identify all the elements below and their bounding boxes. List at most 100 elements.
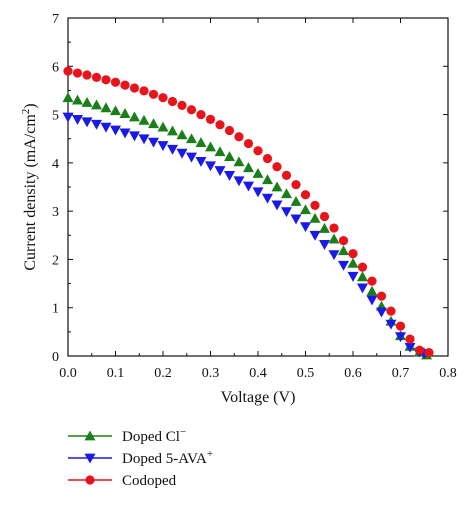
data-point (338, 260, 349, 271)
data-point (300, 190, 311, 200)
legend-label: Codoped (122, 473, 177, 489)
x-tick-label: 0.0 (59, 366, 77, 381)
data-point (195, 157, 207, 167)
data-point (262, 153, 273, 164)
data-point (262, 193, 273, 204)
data-point (119, 108, 131, 119)
data-point (243, 162, 254, 173)
x-tick-label: 0.2 (154, 366, 172, 381)
data-point (186, 152, 197, 163)
data-point (347, 257, 359, 268)
data-point (309, 212, 321, 223)
data-point (291, 179, 301, 190)
data-point (224, 125, 235, 136)
data-point (281, 207, 292, 218)
y-tick-label: 6 (52, 60, 59, 75)
data-point (319, 211, 330, 222)
y-tick-label: 4 (52, 157, 59, 172)
data-point (176, 148, 188, 159)
data-point (215, 120, 225, 130)
data-point (262, 174, 273, 185)
data-point (366, 285, 378, 296)
y-tick-label: 3 (52, 205, 59, 220)
x-tick-label: 0.5 (297, 366, 315, 381)
data-point (376, 291, 387, 301)
data-point (310, 200, 320, 210)
legend-item: Doped 5-AVA+ (68, 448, 213, 467)
data-point (347, 271, 359, 282)
data-point (243, 138, 254, 149)
series-0 (62, 92, 433, 360)
data-point (338, 235, 349, 246)
data-point (253, 146, 263, 156)
legend-label: Doped Cl− (122, 426, 186, 445)
data-point (167, 96, 178, 107)
data-point (319, 240, 330, 250)
data-point (91, 99, 102, 110)
data-point (376, 307, 387, 318)
data-point (272, 162, 282, 172)
plot-frame (67, 17, 449, 357)
data-point (300, 222, 311, 233)
data-point (290, 195, 302, 206)
data-point (139, 86, 149, 96)
y-tick-label: 7 (52, 12, 59, 27)
x-axis-title: Voltage (V) (221, 389, 296, 406)
data-point (328, 233, 340, 244)
data-point (233, 176, 245, 187)
y-tick-label: 0 (52, 350, 59, 365)
data-point (81, 97, 93, 107)
data-point (148, 89, 159, 99)
data-point (214, 166, 226, 177)
data-point (62, 112, 74, 123)
data-point (348, 249, 358, 259)
data-point (167, 144, 178, 155)
data-point (414, 345, 425, 355)
data-point (395, 321, 406, 331)
data-point (72, 115, 83, 125)
data-point (357, 262, 368, 272)
data-point (290, 214, 302, 225)
data-series (62, 66, 434, 360)
data-point (405, 334, 415, 344)
data-point (110, 105, 121, 116)
y-axis-title: Current density (mA/cm2) (20, 103, 39, 270)
data-point (138, 114, 150, 125)
data-point (424, 348, 434, 358)
data-point (366, 295, 378, 306)
data-point (157, 141, 169, 151)
data-point (129, 83, 140, 93)
legend-label: Doped 5-AVA+ (122, 448, 213, 467)
data-point (129, 111, 140, 122)
data-point (300, 204, 311, 215)
data-point (367, 276, 377, 286)
data-point (224, 151, 235, 161)
data-point (395, 332, 406, 343)
data-point (100, 102, 112, 113)
data-point (186, 105, 197, 115)
x-tick-label: 0.7 (392, 366, 410, 381)
data-point (214, 146, 226, 157)
data-point (196, 109, 206, 120)
data-point (329, 223, 339, 233)
data-point (386, 306, 396, 316)
data-point (148, 137, 159, 148)
data-point (82, 70, 92, 80)
data-point (129, 131, 140, 142)
data-point (91, 72, 102, 82)
data-point (119, 128, 131, 139)
data-point (252, 187, 264, 198)
data-point (309, 230, 321, 241)
x-tick-label: 0.3 (202, 366, 220, 381)
data-point (120, 80, 130, 90)
data-point (91, 119, 102, 130)
x-tick-label: 0.4 (249, 366, 267, 381)
legend-item: Codoped (68, 473, 177, 489)
data-point (138, 134, 150, 145)
data-point (186, 133, 197, 144)
data-point (319, 223, 330, 233)
legend-marker (85, 475, 95, 485)
series-2 (63, 66, 434, 358)
y-tick-label: 2 (52, 253, 59, 268)
